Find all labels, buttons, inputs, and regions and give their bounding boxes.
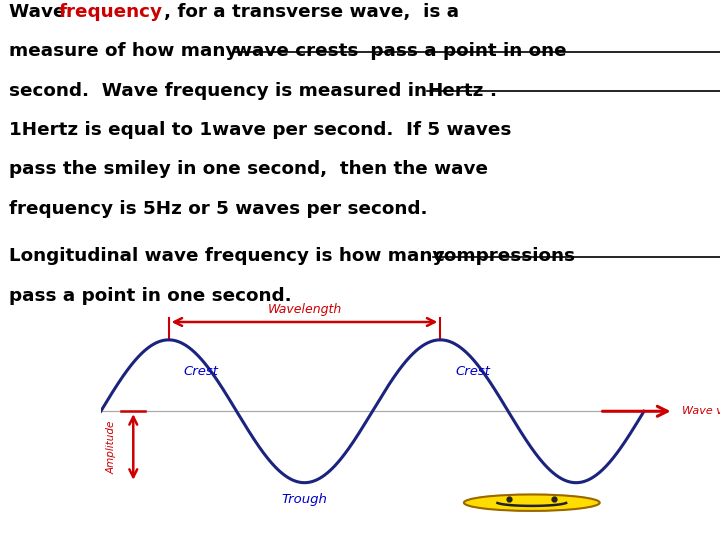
Text: Hertz: Hertz [427,82,483,99]
Text: measure of how many: measure of how many [9,42,244,60]
Text: frequency is 5Hz or 5 waves per second.: frequency is 5Hz or 5 waves per second. [9,200,428,218]
Text: second.  Wave frequency is measured in: second. Wave frequency is measured in [9,82,433,99]
Text: Longitudinal wave frequency is how many: Longitudinal wave frequency is how many [9,247,451,265]
Text: 1Hertz is equal to 1wave per second.  If 5 waves: 1Hertz is equal to 1wave per second. If … [9,121,512,139]
Text: Wavelength: Wavelength [267,303,341,316]
Text: Amplitude: Amplitude [107,420,117,474]
Text: wave crests: wave crests [235,42,358,60]
Text: Trough: Trough [282,494,328,507]
Text: .: . [490,82,497,99]
Text: pass a point in one: pass a point in one [364,42,567,60]
Text: Crest: Crest [184,366,219,379]
Text: Wave: Wave [9,3,72,21]
Text: Crest: Crest [455,366,490,379]
Text: , for a transverse wave,  is a: , for a transverse wave, is a [164,3,459,21]
Text: pass the smiley in one second,  then the wave: pass the smiley in one second, then the … [9,160,488,178]
Text: pass a point in one second.: pass a point in one second. [9,287,292,305]
Circle shape [464,495,600,511]
Text: Wave velocity: Wave velocity [683,406,720,416]
Text: frequency: frequency [59,3,163,21]
Text: compressions: compressions [433,247,575,265]
